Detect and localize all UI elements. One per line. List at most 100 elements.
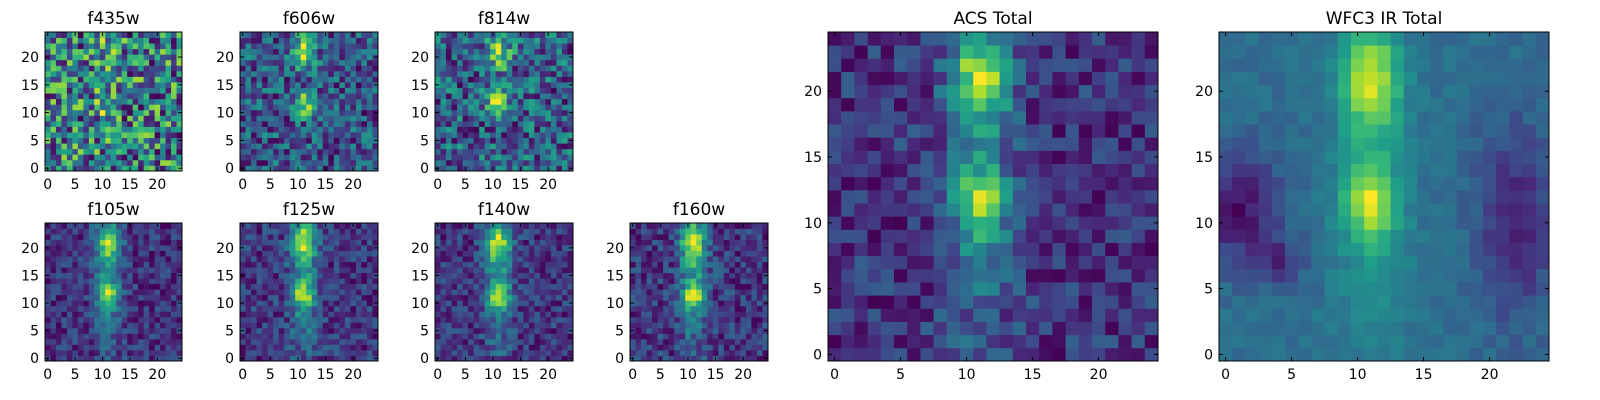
heatmap-cell [339,132,346,139]
heatmap-cell [262,115,268,122]
heatmap-cell [61,132,68,139]
heatmap-cell [674,223,681,229]
heatmap-cell [350,327,357,334]
heatmap-cell [462,239,469,246]
heatmap-cell [105,65,112,72]
heatmap-cell [920,347,934,362]
heatmap-cell [561,87,568,94]
heatmap-cell [328,250,335,257]
heatmap-cell [99,48,106,55]
heatmap-cell [701,305,708,312]
heatmap-cell [94,223,101,229]
heatmap-cell [561,115,568,122]
heatmap-cell [1026,295,1040,309]
heatmap-cell [723,349,730,356]
x-tick-label: 0 [628,367,637,383]
heatmap-cell [451,316,458,323]
heatmap-cell [696,311,703,318]
x-tick-label: 5 [461,177,470,193]
heatmap-cell [534,338,541,345]
heatmap-cell [556,316,563,323]
heatmap-cell [311,59,318,66]
heatmap-cell [751,311,758,318]
heatmap-cell [284,32,291,38]
heatmap-cell [490,115,497,122]
heatmap-cell [245,228,252,235]
heatmap-cell [1092,163,1106,178]
y-tick-label: 10 [606,296,624,312]
heatmap-cell [512,294,519,301]
heatmap-cell [534,327,541,334]
heatmap-cell [61,65,68,72]
heatmap-cell [366,132,373,139]
heatmap-cell [740,256,747,263]
heatmap-cell [278,311,285,318]
heatmap-cell [306,98,313,105]
heatmap-cell [986,163,1000,178]
heatmap-cell [484,338,491,345]
heatmap-cell [176,76,183,83]
heatmap-cell [933,308,948,322]
heatmap-cell [306,115,313,122]
heatmap-cell [718,261,725,268]
heatmap-cell [946,268,961,283]
heatmap-cell [451,115,458,122]
heatmap-cell [745,234,752,240]
heatmap-cell [45,48,51,55]
heatmap-cell [446,143,452,150]
heatmap-cell [756,344,763,351]
heatmap-cell [273,289,280,296]
heatmap-cell [99,76,106,83]
heatmap-cell [105,137,112,144]
heatmap-cell [723,300,730,307]
heatmap-cell [322,228,329,235]
heatmap-cell [718,245,725,251]
heatmap-cell [539,98,546,105]
heatmap-cell [160,70,166,77]
heatmap-cell [55,82,62,88]
heatmap-cell [712,256,719,263]
heatmap-cell [468,65,475,72]
heatmap-cell [457,316,463,323]
heatmap-cell [240,344,246,351]
x-tick-label: 20 [539,367,557,383]
heatmap-cell [154,289,161,296]
heatmap-cell [105,115,112,122]
heatmap-cell [701,234,708,240]
heatmap-cell [495,93,502,100]
heatmap-cell [473,104,480,111]
heatmap-cell [88,228,95,235]
heatmap-cell [45,289,51,296]
heatmap-cell [306,104,313,111]
heatmap-cell [986,242,1000,257]
heatmap-cell [973,268,987,283]
heatmap-cell [121,223,128,229]
heatmap-cell [149,120,155,127]
heatmap-cell [690,250,697,257]
heatmap-cell [539,126,546,133]
heatmap-cell [457,278,463,285]
heatmap-cell [528,300,535,307]
heatmap-cell [165,256,172,263]
heatmap-cell [355,250,362,257]
heatmap-cell [567,76,574,83]
heatmap-cell [880,176,895,191]
heatmap-cell [72,37,79,44]
heatmap-cell [300,333,307,340]
heatmap-cell [251,250,257,257]
heatmap-cell [517,115,524,122]
heatmap-cell [344,87,351,94]
heatmap-cell [652,272,658,279]
heatmap-cell [160,338,166,345]
heatmap-cell [556,48,563,55]
heatmap-cell [701,228,708,235]
heatmap-cell [473,294,480,301]
heatmap-cell [545,289,552,296]
heatmap-cell [322,311,329,318]
heatmap-cell [72,311,79,318]
heatmap-cell [479,148,486,155]
heatmap-cell [828,282,842,296]
heatmap-cell [50,234,57,240]
heatmap-cell [528,316,535,323]
heatmap-cell [712,300,719,307]
